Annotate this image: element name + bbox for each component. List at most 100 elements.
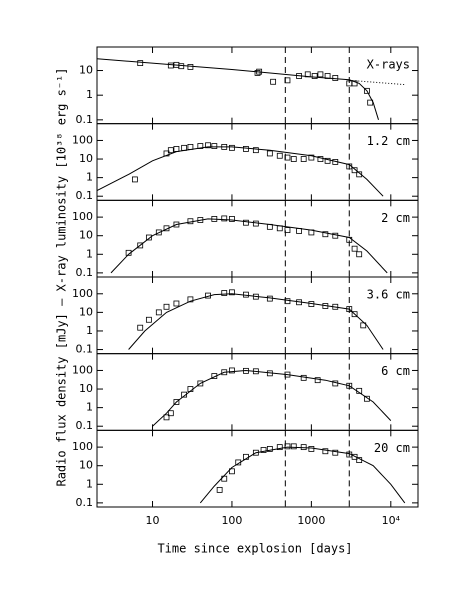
extrapolation-curve: [349, 79, 405, 86]
data-point: [332, 380, 339, 387]
data-point: [137, 242, 144, 249]
data-point: [346, 236, 353, 243]
data-point: [216, 486, 223, 493]
data-point: [300, 156, 307, 162]
data-point: [346, 163, 353, 170]
data-point: [221, 475, 228, 482]
data-point: [284, 77, 291, 84]
data-point: [167, 410, 174, 417]
data-point: [221, 369, 228, 376]
panel-frame: [96, 429, 419, 508]
data-point: [163, 414, 170, 421]
panel-label: 6 cm: [381, 364, 410, 378]
panel-label: 3.6 cm: [367, 288, 410, 302]
data-point: [308, 301, 315, 307]
data-point: [187, 64, 194, 70]
panel-label: 2 cm: [381, 211, 410, 225]
data-point: [167, 62, 174, 69]
data-point: [163, 225, 170, 232]
y-tick-label: 1: [86, 401, 93, 414]
data-point: [211, 216, 218, 222]
data-point: [363, 395, 370, 402]
data-point: [125, 249, 132, 256]
data-point: [187, 218, 194, 225]
data-point: [221, 143, 228, 150]
data-point: [308, 154, 315, 161]
y-tick-label: 0.1: [76, 343, 94, 356]
y-tick-label: 1: [86, 477, 93, 490]
data-point: [229, 144, 235, 151]
data-point: [351, 453, 358, 460]
data-point: [356, 251, 363, 258]
data-point: [322, 303, 329, 309]
y-tick-label: 1: [86, 324, 93, 337]
data-point: [322, 448, 329, 455]
data-point: [229, 289, 235, 296]
data-point: [155, 309, 162, 316]
data-point: [351, 245, 358, 252]
y-tick-label: 0.1: [76, 266, 94, 279]
y-tick-label: 100: [72, 440, 93, 453]
y-tick-label: 0.1: [76, 189, 94, 202]
data-point: [243, 219, 249, 226]
data-point: [137, 324, 144, 331]
data-point: [351, 80, 358, 87]
y-tick-label: 1: [86, 171, 93, 184]
y-tick-label: 10: [79, 305, 93, 318]
data-point: [266, 223, 273, 230]
data-point: [360, 322, 367, 329]
data-point: [181, 391, 188, 398]
data-point: [167, 147, 174, 154]
data-point: [197, 143, 204, 149]
x-tick-label: 10: [146, 514, 160, 527]
model-curve: [128, 293, 384, 350]
data-point: [296, 228, 302, 234]
panel-label: 1.2 cm: [367, 134, 410, 148]
x-axis-label: Time since explosion [days]: [157, 542, 352, 556]
data-point: [131, 176, 138, 183]
data-point: [252, 293, 259, 300]
data-point: [145, 234, 152, 241]
x-tick-label: 100: [221, 514, 242, 527]
data-point: [163, 303, 170, 310]
y-axis-label: Radio flux density [mJy] – X-ray luminos…: [55, 67, 69, 486]
y-tick-label: 100: [72, 210, 93, 223]
data-point: [252, 220, 259, 227]
data-point: [173, 300, 180, 307]
data-point: [229, 216, 235, 222]
data-point: [252, 449, 259, 456]
data-point: [284, 298, 291, 305]
data-point: [300, 444, 307, 451]
data-point: [145, 316, 152, 323]
data-point: [187, 296, 194, 303]
model-curve: [96, 146, 384, 197]
data-point: [276, 444, 283, 451]
data-point: [163, 150, 170, 157]
data-point: [211, 373, 218, 379]
data-point: [243, 146, 249, 152]
data-point: [260, 447, 267, 453]
y-tick-label: 1: [86, 247, 93, 260]
data-point: [243, 367, 249, 374]
data-point: [314, 377, 321, 384]
data-point: [346, 382, 353, 389]
data-point: [270, 78, 277, 85]
data-point: [363, 87, 370, 94]
data-point: [300, 374, 307, 381]
data-point: [173, 146, 180, 152]
data-point: [311, 73, 318, 79]
y-tick-label: 10: [79, 382, 93, 395]
data-point: [296, 299, 302, 306]
data-point: [187, 386, 194, 392]
model-curve: [96, 58, 379, 120]
data-point: [266, 295, 273, 302]
data-point: [290, 443, 297, 450]
data-point: [284, 443, 291, 450]
data-point: [243, 291, 249, 298]
y-tick-label: 10: [79, 229, 93, 242]
data-point: [324, 73, 331, 79]
model-curve: [199, 446, 406, 504]
data-point: [367, 99, 374, 106]
data-point: [205, 142, 211, 149]
